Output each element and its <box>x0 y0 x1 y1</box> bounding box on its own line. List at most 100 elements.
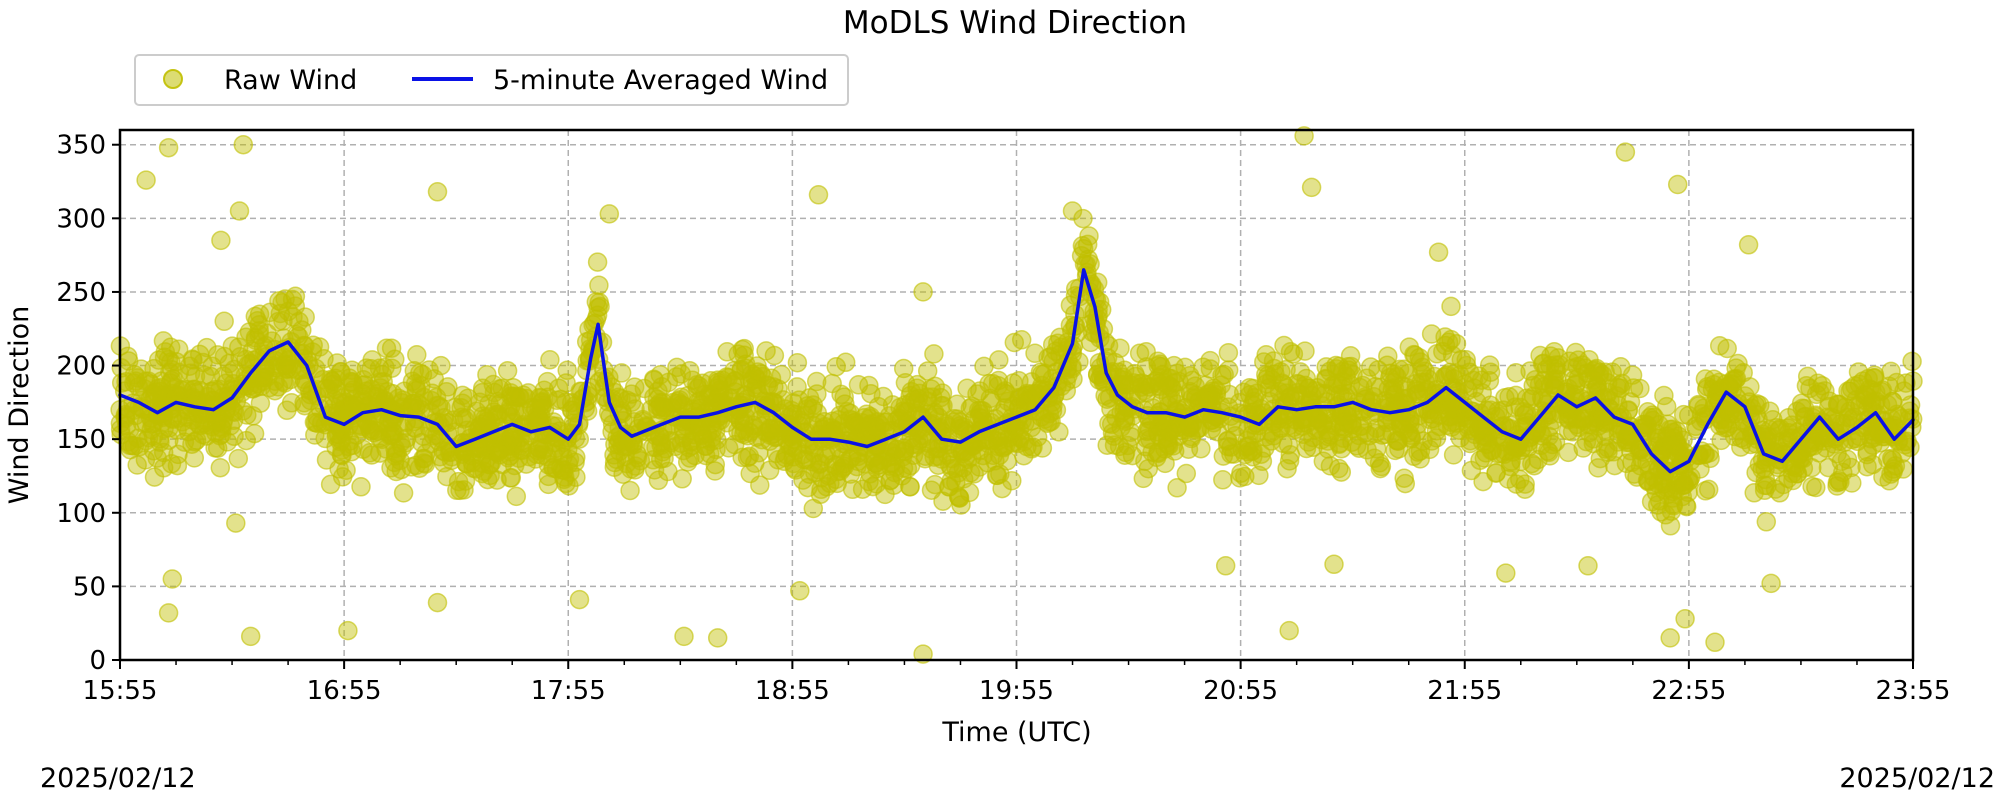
raw-wind-point <box>750 475 770 495</box>
y-tick-label: 50 <box>73 572 106 602</box>
raw-wind-point <box>1846 396 1867 417</box>
raw-wind-point <box>783 393 804 413</box>
raw-wind-point <box>1043 351 1063 372</box>
raw-wind-point <box>457 420 477 441</box>
raw-wind-point <box>1324 554 1344 575</box>
raw-wind-point <box>1622 365 1643 385</box>
raw-wind-point <box>890 397 910 418</box>
raw-wind-point <box>1620 432 1640 453</box>
raw-wind-point <box>186 430 207 450</box>
raw-wind-point <box>1150 354 1170 374</box>
raw-wind-point <box>211 230 231 251</box>
raw-wind-point <box>1513 437 1533 457</box>
raw-wind-point <box>1009 387 1029 408</box>
raw-wind-point <box>831 384 851 405</box>
raw-wind-point <box>1121 427 1142 447</box>
raw-wind-point <box>338 436 359 457</box>
raw-wind-point <box>1615 142 1636 162</box>
raw-wind-point <box>586 292 607 312</box>
legend-frame <box>134 54 849 106</box>
raw-wind-point <box>947 394 967 415</box>
raw-wind-point <box>1754 475 1775 496</box>
raw-wind-point <box>1848 362 1869 382</box>
raw-wind-points <box>110 126 1923 664</box>
raw-wind-point <box>179 356 200 376</box>
raw-wind-point <box>1389 439 1409 459</box>
raw-wind-point <box>1135 451 1155 471</box>
x-tick-label: 15:55 <box>83 676 158 706</box>
raw-wind-point <box>967 384 987 404</box>
raw-wind-point <box>857 417 878 437</box>
x-tick-label: 19:55 <box>979 676 1054 706</box>
raw-wind-point <box>540 350 560 370</box>
raw-wind-point <box>158 137 179 158</box>
raw-wind-point <box>1583 361 1604 381</box>
raw-wind-point <box>427 592 448 613</box>
raw-wind-point <box>122 435 142 456</box>
raw-wind-point <box>329 459 349 479</box>
raw-wind-point <box>1705 632 1725 653</box>
raw-wind-point <box>1756 512 1777 532</box>
raw-wind-point <box>213 413 233 434</box>
y-tick-label: 200 <box>56 352 106 382</box>
raw-wind-point <box>454 480 474 500</box>
raw-wind-point <box>138 371 159 391</box>
legend-marker-raw-wind <box>163 69 183 89</box>
raw-wind-point <box>779 435 799 456</box>
raw-wind-point <box>1360 357 1381 377</box>
raw-wind-point <box>973 445 993 466</box>
raw-wind-point <box>1287 382 1307 403</box>
raw-wind-point <box>1675 609 1695 629</box>
raw-wind-point <box>750 416 771 437</box>
raw-wind-point <box>1571 408 1591 429</box>
raw-wind-point <box>1176 463 1197 484</box>
raw-wind-point <box>1731 437 1751 457</box>
raw-wind-point <box>393 483 414 503</box>
raw-wind-point <box>1540 446 1560 466</box>
raw-wind-point <box>214 311 234 332</box>
raw-wind-point <box>734 419 755 439</box>
raw-wind-point <box>558 454 579 475</box>
raw-wind-point <box>277 400 297 421</box>
raw-wind-point <box>407 345 427 365</box>
y-axis-label: Wind Direction <box>4 306 35 504</box>
raw-wind-point <box>1394 420 1414 440</box>
x-tick-label: 17:55 <box>531 676 606 706</box>
raw-wind-point <box>343 373 363 394</box>
raw-wind-point <box>774 451 795 472</box>
raw-wind-point <box>1515 474 1535 494</box>
raw-wind-point <box>1364 448 1385 468</box>
raw-wind-point <box>1132 373 1152 393</box>
raw-wind-point <box>1215 556 1236 576</box>
raw-wind-point <box>1069 352 1089 372</box>
legend: Raw Wind 5-minute Averaged Wind <box>134 54 849 106</box>
raw-wind-point <box>1073 208 1093 229</box>
raw-wind-point <box>1896 373 1916 393</box>
raw-wind-point <box>732 339 753 360</box>
raw-wind-point <box>1340 346 1361 366</box>
raw-wind-point <box>674 626 694 647</box>
raw-wind-point <box>921 480 942 500</box>
chart-title: MoDLS Wind Direction <box>843 5 1187 41</box>
x-tick-label: 20:55 <box>1203 676 1278 706</box>
date-right: 2025/02/12 <box>1839 763 1995 794</box>
raw-wind-point <box>226 513 246 533</box>
raw-wind-point <box>1423 409 1444 429</box>
raw-wind-point <box>1830 472 1850 492</box>
raw-wind-point <box>654 397 675 418</box>
raw-wind-point <box>599 204 620 224</box>
raw-wind-point <box>1218 342 1239 363</box>
raw-wind-point <box>159 430 179 450</box>
raw-wind-point <box>158 603 179 623</box>
raw-wind-point <box>1318 439 1338 459</box>
raw-wind-point <box>1892 443 1912 463</box>
raw-wind-point <box>240 626 261 647</box>
raw-wind-point <box>1695 369 1716 389</box>
raw-wind-point <box>136 170 156 190</box>
raw-wind-point <box>1200 350 1220 371</box>
legend-label-averaged-wind: 5-minute Averaged Wind <box>493 65 828 96</box>
raw-wind-point <box>1599 411 1619 431</box>
raw-wind-point <box>1256 369 1277 390</box>
raw-wind-point <box>1010 427 1030 447</box>
raw-wind-point <box>228 448 249 469</box>
